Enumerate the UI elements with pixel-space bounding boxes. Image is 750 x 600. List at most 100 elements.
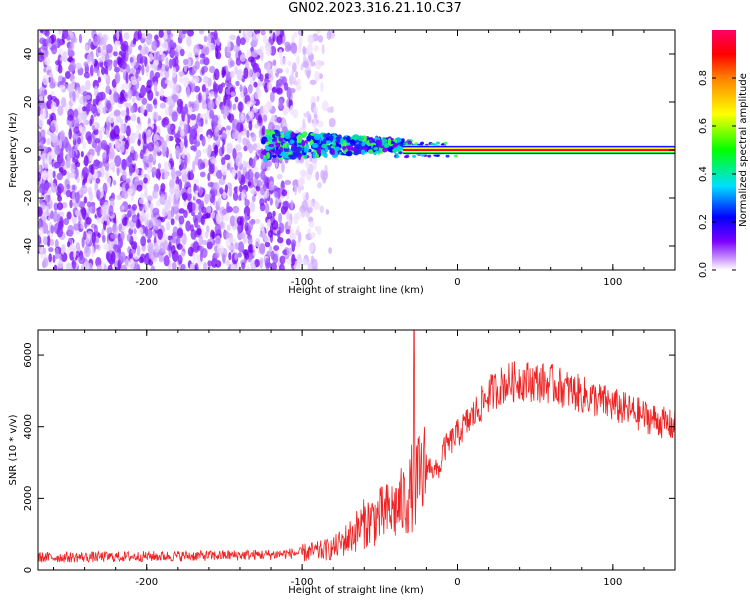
spectrogram-cell	[159, 168, 166, 174]
spectrogram-cell	[48, 154, 52, 166]
spectrogram-cell	[249, 111, 255, 119]
spectrogram-cell	[127, 188, 133, 196]
spectrogram-cell	[251, 107, 259, 113]
spectrogram-cell	[108, 205, 114, 217]
spectrogram-cell	[268, 143, 275, 148]
spectrogram-cell	[211, 231, 216, 240]
spectrogram-cell	[66, 183, 71, 190]
spectrogram-cell	[165, 221, 171, 231]
spectrogram-cell	[208, 65, 216, 74]
spectrogram-cell	[266, 211, 273, 220]
spectrogram-cell	[248, 120, 253, 131]
spectrogram-cell	[265, 160, 273, 167]
spectrogram-cell	[81, 166, 89, 179]
spectrogram-cell	[48, 42, 52, 49]
spectrogram-cell	[204, 231, 209, 239]
spectrogram-cell	[102, 106, 107, 115]
spectrogram-cell	[323, 152, 328, 159]
spectrogram-cell	[39, 37, 46, 45]
spectrogram-cell	[236, 122, 244, 132]
spectrogram-cell	[334, 146, 341, 151]
spectrogram-cell	[285, 67, 290, 75]
spectrogram-cell	[72, 90, 76, 102]
spectrogram-cell	[56, 172, 63, 181]
spectrogram-cell	[145, 84, 152, 94]
spectrogram-cell	[232, 103, 237, 111]
spectrogram-cell	[196, 228, 202, 236]
spectrogram-cell	[139, 149, 144, 160]
spectrogram-cell	[146, 219, 154, 229]
spectrogram-cell	[257, 114, 263, 124]
spectrogram-cell	[167, 193, 175, 203]
spectrogram-cell	[298, 153, 302, 161]
spectrogram-cell	[259, 223, 265, 232]
spectrogram-cell	[105, 43, 113, 54]
spectrogram-cell	[62, 30, 69, 40]
spectrogram-cell	[317, 35, 324, 43]
spectrogram-cell	[225, 46, 231, 57]
spectrogram-cell	[80, 150, 84, 158]
spectrogram-cell	[110, 129, 116, 140]
spectrogram-cell	[80, 184, 88, 195]
spectrogram-cell	[166, 30, 172, 36]
spectrogram-cell	[66, 83, 74, 93]
y-tick-label: -20	[23, 190, 34, 206]
x-tick-label: -200	[135, 277, 158, 288]
spectrogram-cell	[401, 138, 405, 143]
spectrogram-cell	[96, 123, 100, 129]
spectrogram-cell	[89, 154, 93, 162]
spectrogram-cell	[59, 130, 66, 142]
spectrogram-cell	[194, 262, 199, 270]
spectrogram-cell	[180, 129, 185, 137]
spectrogram-cell	[229, 34, 237, 41]
snr-series-line	[38, 330, 675, 563]
spectrogram-cell	[253, 30, 261, 35]
spectrogram-cell	[135, 167, 139, 175]
spectrogram-cell	[128, 174, 133, 187]
spectrogram-cell	[276, 229, 281, 239]
spectrogram-cells	[38, 30, 675, 270]
spectrogram-cell	[291, 253, 296, 266]
spectrogram-cell	[186, 35, 192, 47]
spectrogram-cell	[254, 171, 260, 179]
colorbar-tick-label: 0.2	[698, 214, 709, 230]
spectrogram-cell	[45, 182, 52, 189]
spectrogram-cell	[198, 234, 203, 246]
spectrogram-cell	[269, 91, 275, 103]
spectrogram-cell	[128, 165, 133, 177]
spectrogram-cell	[168, 249, 172, 259]
spectrogram-cell	[263, 175, 268, 184]
spectrogram-cell	[272, 210, 276, 217]
spectrogram-cell	[221, 157, 226, 166]
spectrogram-cell	[273, 59, 277, 67]
spectrogram-cell	[240, 113, 245, 122]
spectrogram-cell	[262, 232, 267, 239]
spectrogram-cell	[103, 243, 109, 251]
spectrogram-cell	[114, 155, 122, 167]
spectrogram-cell	[315, 30, 321, 34]
page-title: GN02.2023.316.21.10.C37	[288, 1, 462, 16]
spectrogram-cell	[234, 242, 240, 250]
spectrogram-cell	[38, 118, 44, 128]
spectrogram-cell	[217, 119, 222, 126]
spectrogram-cell	[146, 103, 151, 113]
spectrogram-cell	[247, 84, 253, 94]
spectrogram-cell	[221, 132, 228, 140]
spectrogram-cell	[268, 245, 273, 252]
spectrogram-cell	[54, 247, 60, 260]
spectrogram-cell	[179, 30, 183, 39]
spectrogram-cell	[175, 137, 181, 144]
spectrogram-cell	[297, 30, 302, 35]
spectrogram-cell	[252, 143, 258, 151]
spectrogram-cell	[266, 219, 272, 227]
spectrogram-cell	[171, 111, 178, 122]
spectrogram-cell	[120, 110, 127, 117]
spectrogram-cell	[122, 170, 127, 181]
spectrogram-cell	[236, 69, 243, 81]
spectrogram-cell	[241, 262, 246, 270]
spectrogram-cell	[178, 71, 185, 77]
spectrogram-cell	[122, 40, 129, 52]
spectrogram-cell	[307, 262, 313, 270]
spectrogram-cell	[264, 257, 271, 270]
spectrogram-cell	[150, 265, 156, 270]
